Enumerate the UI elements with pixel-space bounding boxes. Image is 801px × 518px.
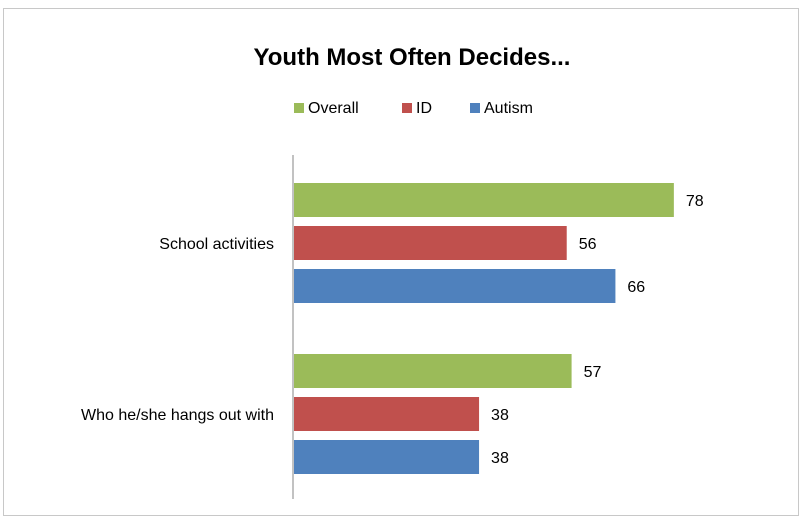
bar-chart: Youth Most Often Decides... Overall ID Aut… (81, 44, 704, 499)
legend-label-autism: Autism (484, 100, 533, 117)
bars (294, 183, 674, 474)
category-label: School activities (159, 236, 274, 253)
bar-autism-1 (294, 269, 616, 303)
bar-id-1 (294, 226, 567, 260)
value-label-autism-2: 38 (491, 450, 509, 467)
bar-overall-1 (294, 183, 674, 217)
chart-title: Youth Most Often Decides... (254, 44, 571, 71)
value-label-overall-2: 57 (584, 364, 602, 381)
value-labels: 78 56 66 57 38 38 (491, 193, 704, 467)
legend-swatch-autism (470, 103, 480, 113)
legend-label-overall: Overall (308, 100, 359, 117)
value-label-id-1: 56 (579, 236, 597, 253)
value-label-id-2: 38 (491, 407, 509, 424)
legend: Overall ID Autism (294, 100, 533, 117)
chart-frame: Youth Most Often Decides... Overall ID Aut… (3, 8, 799, 516)
value-label-overall-1: 78 (686, 193, 704, 210)
legend-label-id: ID (416, 100, 432, 117)
legend-swatch-overall (294, 103, 304, 113)
category-label: Who he/she hangs out with (81, 407, 274, 424)
bar-id-2 (294, 397, 480, 431)
bar-overall-2 (294, 354, 572, 388)
value-label-autism-1: 66 (627, 279, 645, 296)
bar-autism-2 (294, 440, 480, 474)
category-labels: School activities Who he/she hangs out wi… (81, 236, 274, 424)
legend-swatch-id (402, 103, 412, 113)
